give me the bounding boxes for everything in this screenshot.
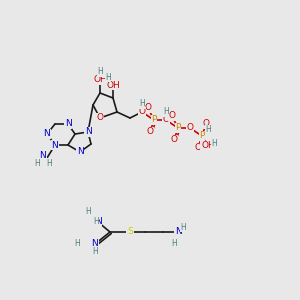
Text: O: O <box>170 136 178 145</box>
Text: H: H <box>211 140 217 148</box>
Text: O: O <box>139 107 145 116</box>
Text: N: N <box>52 140 58 149</box>
Text: O: O <box>169 112 176 121</box>
Text: N: N <box>40 152 46 160</box>
Text: H: H <box>34 158 40 167</box>
Text: H: H <box>139 100 145 109</box>
Text: H: H <box>93 218 99 226</box>
Text: H: H <box>180 223 186 232</box>
Text: N: N <box>44 130 50 139</box>
Text: P: P <box>151 116 157 124</box>
Text: OH: OH <box>106 80 120 89</box>
Text: O: O <box>202 119 209 128</box>
Text: H: H <box>163 107 169 116</box>
Text: N: N <box>76 148 83 157</box>
Text: N: N <box>175 227 182 236</box>
Text: H: H <box>85 206 91 215</box>
Text: O: O <box>145 103 152 112</box>
Text: N: N <box>64 119 71 128</box>
Text: O: O <box>146 128 154 136</box>
Text: N: N <box>85 128 92 136</box>
Text: H: H <box>92 248 98 256</box>
Text: O: O <box>97 113 104 122</box>
Text: N: N <box>76 148 83 157</box>
Text: N: N <box>44 130 50 139</box>
Text: H: H <box>105 73 111 82</box>
Text: N: N <box>64 119 71 128</box>
Text: O: O <box>194 143 202 152</box>
Text: OH: OH <box>93 76 107 85</box>
Text: H: H <box>74 239 80 248</box>
Text: S: S <box>127 227 133 236</box>
Text: H: H <box>205 125 211 134</box>
Text: P: P <box>175 124 181 133</box>
Text: H: H <box>97 68 103 76</box>
Text: H: H <box>46 158 52 167</box>
Text: N: N <box>94 218 101 226</box>
Text: H: H <box>171 239 177 248</box>
Text: N: N <box>92 239 98 248</box>
Text: N: N <box>85 128 92 136</box>
Text: P: P <box>199 131 205 140</box>
Text: O: O <box>163 116 170 124</box>
Text: OH: OH <box>201 142 215 151</box>
Text: O: O <box>187 124 194 133</box>
